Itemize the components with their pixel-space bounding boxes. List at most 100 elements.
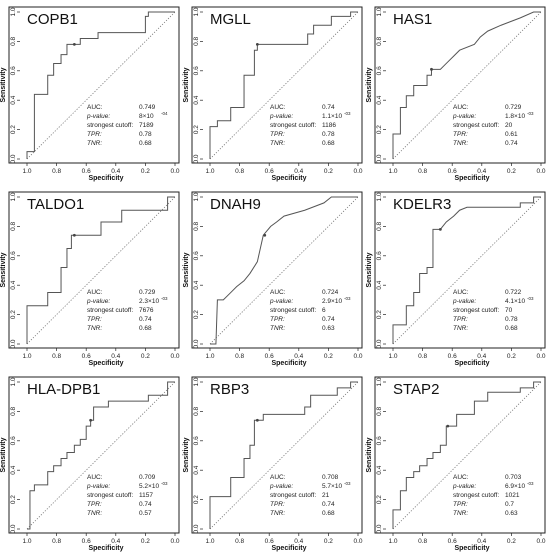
x-tick-label: 0.2 <box>141 538 150 545</box>
x-tick-label: 1.0 <box>22 168 31 175</box>
x-tick-label: 0.4 <box>294 353 303 360</box>
chart-title: HLA-DPB1 <box>27 381 100 398</box>
stat-label-cutoff: strongest cutoff: <box>270 307 316 314</box>
y-tick-label: 0.0 <box>376 339 383 348</box>
stat-value-auc: 0.703 <box>505 474 522 481</box>
y-tick-label: 0.6 <box>10 251 17 260</box>
stat-label-auc: AUC: <box>453 474 469 481</box>
x-axis-label: Specificity <box>271 545 306 552</box>
cutoff-point <box>72 233 76 237</box>
y-tick-label: 0.2 <box>376 310 383 319</box>
roc-chart: KDELR3 0.0 0.2 0.4 0.6 0.8 1.0 1.0 0.8 0.6 0.4 0.2 0… <box>366 191 546 367</box>
stat-label-cutoff: strongest cutoff: <box>87 307 133 314</box>
stat-label-p-value: p-value: <box>452 483 476 490</box>
x-axis-label: Specificity <box>454 175 489 182</box>
x-tick-label: 0.0 <box>170 353 179 360</box>
cutoff-point <box>89 418 93 422</box>
stat-label-auc: AUC: <box>270 474 286 481</box>
x-tick-label: 0.2 <box>507 353 516 360</box>
y-tick-label: 0.0 <box>193 524 200 533</box>
x-tick-label: 0.6 <box>448 538 457 545</box>
y-tick-label: 0.8 <box>10 222 17 231</box>
y-tick-label: 0.0 <box>193 339 200 348</box>
y-tick-label: 0.2 <box>10 495 17 504</box>
stat-value-p-value: 1.8×10 <box>505 113 525 120</box>
stat-value-tpr: 0.74 <box>322 316 335 323</box>
x-tick-label: 0.8 <box>52 168 61 175</box>
chance-diagonal <box>392 196 542 345</box>
stat-value-tnr: 0.68 <box>139 325 152 332</box>
stat-value-cutoff: 21 <box>322 492 330 499</box>
y-tick-label: 0.6 <box>193 436 200 445</box>
y-tick-label: 0.0 <box>10 339 17 348</box>
stat-value-tpr: 0.61 <box>505 131 518 138</box>
chance-diagonal <box>26 11 176 160</box>
chance-diagonal <box>209 196 359 345</box>
x-tick-label: 1.0 <box>205 353 214 360</box>
y-axis-label: Sensitivity <box>183 437 190 472</box>
stat-label-auc: AUC: <box>270 289 286 296</box>
roc-panel-dnah9: DNAH9 0.0 0.2 0.4 0.6 0.8 1.0 1.0 0.8 0.6 0.4 0.2 0.… <box>183 186 367 371</box>
cutoff-point <box>446 424 450 428</box>
roc-curve <box>26 196 175 344</box>
y-tick-label: 0.8 <box>376 222 383 231</box>
roc-panel-copb1: COPB1 0.0 0.2 0.4 0.6 0.8 1.0 1.0 0.8 0.6 0.4 0.2 0.… <box>0 1 184 186</box>
stat-label-p-value: p-value: <box>452 113 476 120</box>
chart-title: DNAH9 <box>210 196 261 213</box>
stat-exponent: -04 <box>161 111 168 116</box>
stat-exponent: -03 <box>344 111 351 116</box>
stat-label-tpr: TPR: <box>87 316 102 323</box>
x-tick-label: 0.6 <box>448 353 457 360</box>
x-tick-label: 1.0 <box>205 168 214 175</box>
x-tick-label: 0.6 <box>265 538 274 545</box>
x-axis-label: Specificity <box>88 360 123 367</box>
roc-chart: RBP3 0.0 0.2 0.4 0.6 0.8 1.0 1.0 0.8 0.6 0.4 0.2 0.0… <box>183 376 363 552</box>
cutoff-point <box>255 42 259 46</box>
stat-value-p-value: 5.7×10 <box>322 483 342 490</box>
stat-exponent: -03 <box>161 296 168 301</box>
x-tick-label: 0.8 <box>235 168 244 175</box>
stat-value-auc: 0.709 <box>139 474 156 481</box>
y-tick-label: 0.0 <box>10 524 17 533</box>
y-tick-label: 1.0 <box>10 192 17 201</box>
stat-label-auc: AUC: <box>87 104 103 111</box>
roc-curve <box>209 381 358 529</box>
stat-value-auc: 0.722 <box>505 289 522 296</box>
x-tick-label: 0.0 <box>353 168 362 175</box>
stat-label-tpr: TPR: <box>453 131 468 138</box>
y-tick-label: 0.4 <box>376 280 383 289</box>
stat-label-tnr: TNR: <box>453 325 468 332</box>
stat-label-tpr: TPR: <box>87 131 102 138</box>
plot-frame <box>8 191 180 349</box>
y-tick-label: 0.2 <box>193 125 200 134</box>
stat-exponent: -03 <box>527 481 534 486</box>
stat-value-cutoff: 70 <box>505 307 513 314</box>
stat-value-tnr: 0.63 <box>505 510 518 517</box>
x-axis-label: Specificity <box>271 175 306 182</box>
x-tick-label: 1.0 <box>388 168 397 175</box>
y-tick-label: 0.6 <box>376 251 383 260</box>
y-tick-label: 0.4 <box>376 95 383 104</box>
chart-title: HAS1 <box>393 11 432 28</box>
y-tick-label: 0.8 <box>193 37 200 46</box>
x-tick-label: 0.8 <box>52 353 61 360</box>
stat-value-tnr: 0.68 <box>139 140 152 147</box>
plot-frame <box>191 6 363 164</box>
x-tick-label: 0.0 <box>170 538 179 545</box>
x-tick-label: 0.2 <box>141 353 150 360</box>
x-tick-label: 0.2 <box>141 168 150 175</box>
y-tick-label: 1.0 <box>376 377 383 386</box>
y-tick-label: 0.2 <box>10 310 17 319</box>
chance-diagonal <box>392 381 542 530</box>
roc-chart: TALDO1 0.0 0.2 0.4 0.6 0.8 1.0 1.0 0.8 0.6 0.4 0.2 0… <box>0 191 180 367</box>
stat-label-tpr: TPR: <box>270 131 285 138</box>
stat-exponent: -03 <box>344 296 351 301</box>
x-tick-label: 0.4 <box>111 538 120 545</box>
y-tick-label: 0.0 <box>376 154 383 163</box>
y-tick-label: 1.0 <box>193 377 200 386</box>
stat-label-tpr: TPR: <box>87 501 102 508</box>
stat-value-auc: 0.729 <box>139 289 156 296</box>
plot-frame <box>8 6 180 164</box>
y-tick-label: 0.8 <box>193 407 200 416</box>
